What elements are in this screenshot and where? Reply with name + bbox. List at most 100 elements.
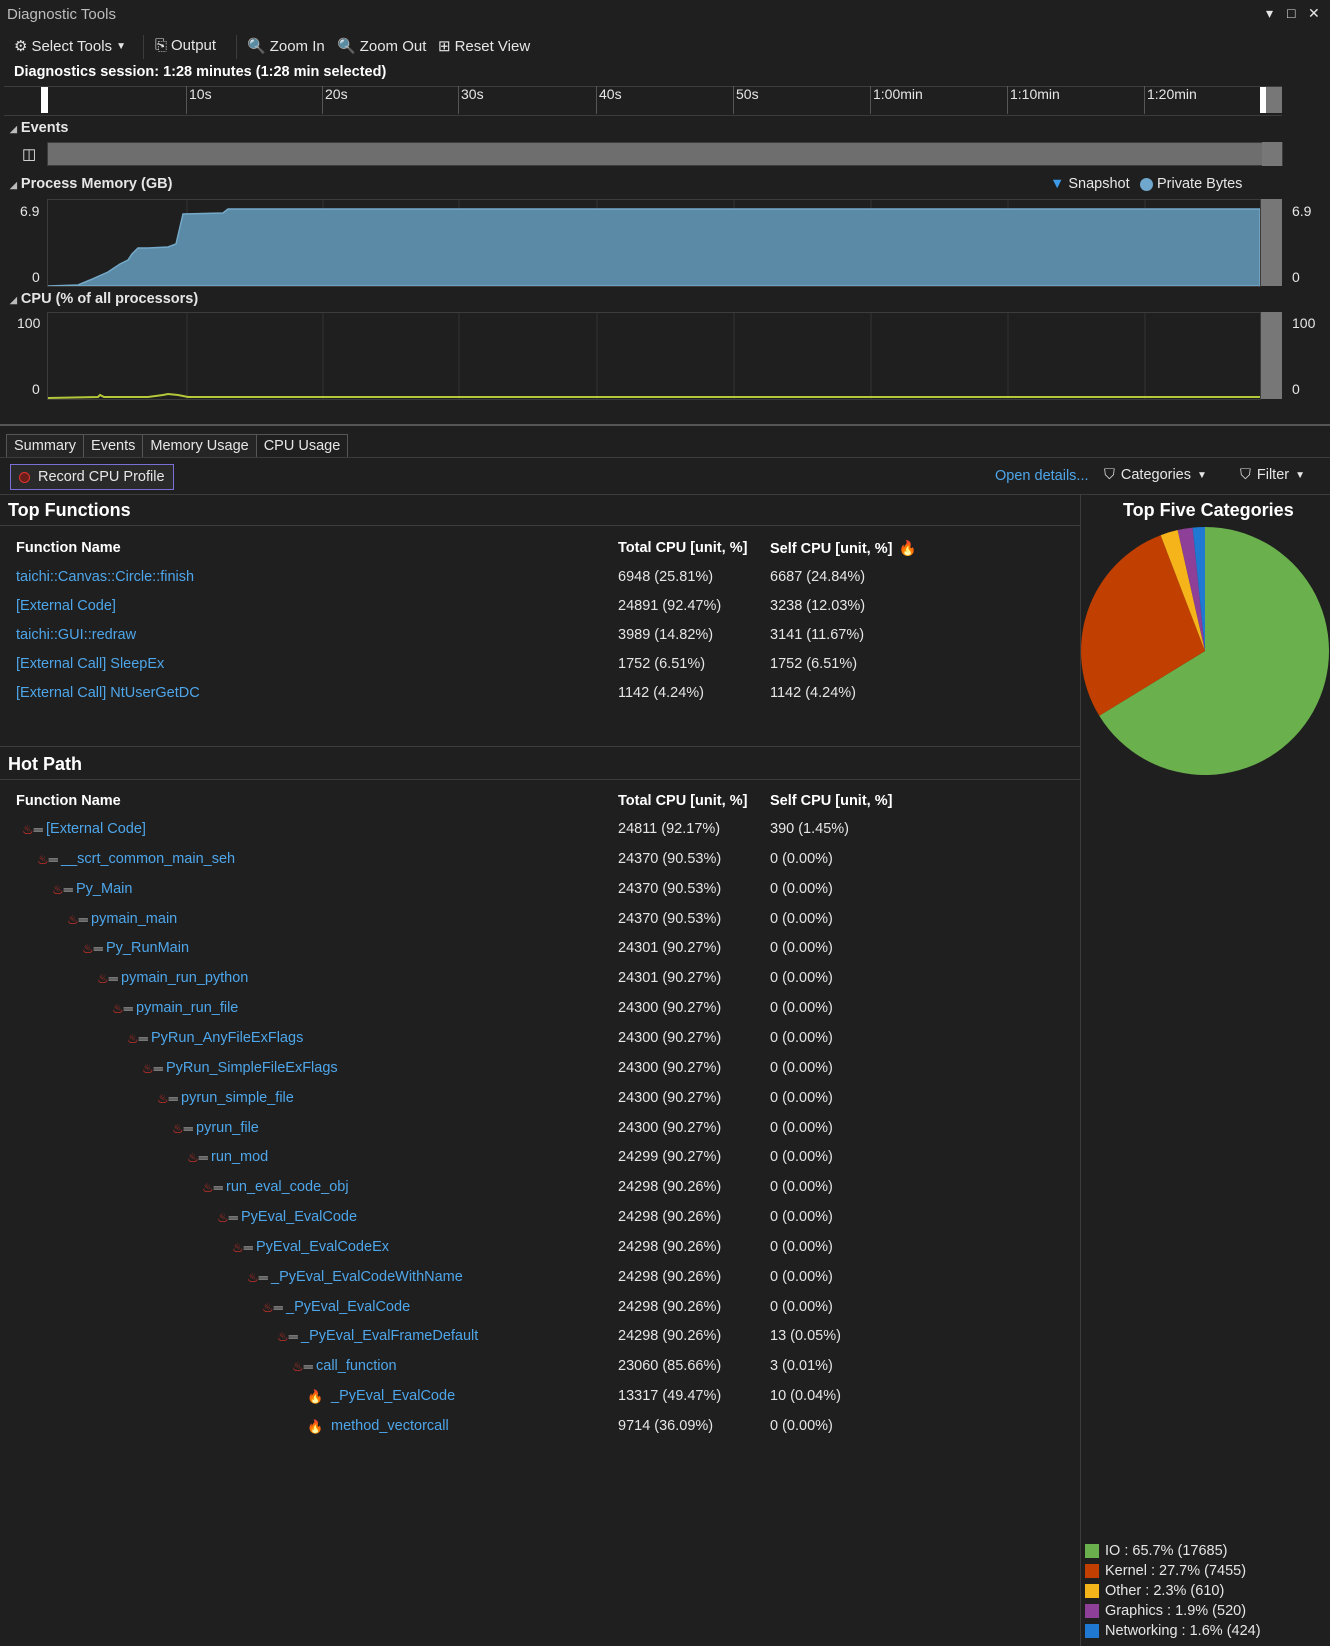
record-cpu-profile-button[interactable]: Record CPU Profile [10, 464, 174, 490]
function-name-link[interactable]: pyrun_simple_file [181, 1089, 294, 1106]
pie-slice[interactable] [1177, 527, 1205, 651]
function-name-link[interactable]: PyRun_SimpleFileExFlags [166, 1059, 338, 1076]
function-name-link[interactable]: Py_RunMain [106, 940, 190, 957]
pie-slice[interactable] [1160, 530, 1205, 651]
table-row[interactable] [0, 817, 1080, 843]
table-row[interactable] [0, 1175, 1080, 1201]
function-name-link[interactable]: call_function [316, 1358, 397, 1375]
self-cpu-cell: 0 (0.00%) [770, 1179, 833, 1196]
tab-events[interactable]: Events [83, 434, 144, 458]
function-name-link[interactable]: _PyEval_EvalCodeWithName [271, 1268, 463, 1285]
table-row[interactable] [0, 594, 1080, 620]
total-cpu-cell: 24300 (90.27%) [618, 1029, 722, 1046]
ruler-scroll-thumb[interactable] [1266, 87, 1282, 113]
tf-header-total[interactable]: Total CPU [unit, %] [618, 540, 748, 556]
selection-start-handle[interactable] [41, 87, 48, 113]
table-row[interactable] [0, 623, 1080, 649]
hot-path-icon: ♨═ [22, 822, 43, 837]
function-name-link[interactable]: taichi::GUI::redraw [16, 627, 137, 643]
function-name-link[interactable]: pymain_run_file [136, 1000, 239, 1017]
memory-section-header[interactable]: ◢ Process Memory (GB) [10, 176, 172, 192]
pie-slice[interactable] [1081, 535, 1205, 716]
table-row[interactable] [0, 1145, 1080, 1171]
table-row[interactable] [0, 1354, 1080, 1380]
total-cpu-cell: 24370 (90.53%) [618, 880, 722, 897]
pie-slice[interactable] [1192, 527, 1205, 651]
table-row[interactable] [0, 1414, 1080, 1440]
hot-path-icon: ♨═ [292, 1359, 313, 1375]
output-button[interactable]: ⎘ Output [155, 37, 216, 54]
total-cpu-cell: 1142 (4.24%) [618, 685, 704, 701]
chevron-down-icon: ▼ [1295, 469, 1306, 481]
window-menu-button[interactable]: ▾ [1266, 5, 1274, 21]
memory-graph[interactable] [47, 199, 1261, 287]
cpu-section-header[interactable]: ◢ CPU (% of all processors) [10, 291, 198, 307]
function-name-link[interactable]: Py_Main [76, 880, 133, 897]
function-name-link[interactable]: run_mod [211, 1149, 269, 1166]
function-name-link[interactable]: pyrun_file [196, 1119, 259, 1136]
selection-end-handle[interactable] [1260, 87, 1266, 113]
tf-header-self[interactable]: Self CPU [unit, %] 🔥 [770, 540, 917, 558]
table-row[interactable] [0, 1384, 1080, 1410]
hp-header-function[interactable]: Function Name [16, 793, 121, 809]
function-name-link[interactable]: [External Code] [46, 821, 146, 837]
table-row[interactable] [0, 1265, 1080, 1291]
table-row[interactable] [0, 1235, 1080, 1261]
tab-memory-usage[interactable]: Memory Usage [142, 434, 257, 458]
record-icon [19, 471, 30, 483]
function-name-link[interactable]: PyEval_EvalCodeEx [256, 1238, 389, 1255]
table-row[interactable] [0, 1116, 1080, 1142]
hot-path-icon: ♨═ [97, 971, 118, 987]
cpu-scroll-thumb[interactable] [1261, 312, 1282, 399]
self-cpu-cell: 0 (0.00%) [770, 1119, 833, 1136]
tab-cpu-usage[interactable]: CPU Usage [255, 434, 349, 458]
timeline-ruler[interactable] [4, 86, 1282, 116]
function-name-link[interactable]: pymain_main [91, 910, 178, 927]
open-details-link[interactable]: Open details... [995, 468, 1089, 484]
function-name-link[interactable]: [External Code] [16, 598, 116, 614]
close-button[interactable]: ✕ [1308, 5, 1320, 21]
function-name-link[interactable]: method_vectorcall [331, 1418, 449, 1434]
ruler-tick [733, 86, 734, 114]
categories-pie-chart[interactable] [1080, 525, 1330, 777]
function-name-link[interactable]: [External Call] NtUserGetDC [16, 685, 200, 701]
cpu-graph[interactable] [47, 312, 1261, 400]
tf-header-function[interactable]: Function Name [16, 540, 121, 556]
table-row[interactable] [0, 877, 1080, 903]
maximize-button[interactable]: □ [1287, 5, 1296, 21]
function-name-link[interactable]: PyRun_AnyFileExFlags [151, 1029, 304, 1046]
categories-dropdown[interactable]: ⛉ Categories ▼ [1104, 467, 1207, 483]
zoom-out-button[interactable]: 🔍 Zoom Out [337, 37, 426, 56]
ruler-tick-label: 1:00min [873, 86, 923, 102]
pie-slice[interactable] [1099, 527, 1329, 775]
events-track[interactable] [47, 142, 1283, 166]
function-name-link[interactable]: _PyEval_EvalFrameDefault [301, 1328, 479, 1345]
table-row[interactable] [0, 1324, 1080, 1350]
legend-item: Graphics : 1.9% (520) [1085, 1601, 1261, 1621]
splitter[interactable] [0, 424, 1330, 426]
hot-path-icon: ♨═ [277, 1329, 298, 1345]
function-name-link[interactable]: __scrt_common_main_seh [61, 850, 236, 867]
zoom-in-button[interactable]: 🔍 Zoom In [247, 37, 325, 56]
tab-summary[interactable]: Summary [6, 434, 85, 458]
hp-header-self[interactable]: Self CPU [unit, %] [770, 793, 893, 809]
function-name-link[interactable]: [External Call] SleepEx [16, 656, 165, 672]
function-name-link[interactable]: taichi::Canvas::Circle::finish [16, 569, 195, 585]
function-name-link[interactable]: PyEval_EvalCode [241, 1209, 358, 1226]
function-name-link[interactable]: pymain_run_python [121, 970, 249, 987]
table-row[interactable] [0, 1295, 1080, 1321]
function-name-link[interactable]: _PyEval_EvalCode [286, 1298, 411, 1315]
reset-view-button[interactable]: ⊞ Reset View [438, 37, 530, 56]
function-name-link[interactable]: run_eval_code_obj [226, 1179, 349, 1196]
select-tools-button[interactable]: ⚙ Select Tools ▼ [14, 37, 126, 56]
collapse-triangle-icon: ◢ [10, 124, 17, 134]
filter-dropdown[interactable]: ⛉ Filter ▼ [1240, 467, 1305, 483]
memory-scroll-thumb[interactable] [1261, 199, 1282, 286]
legend-swatch [1085, 1564, 1099, 1578]
table-row[interactable] [0, 1205, 1080, 1231]
function-name-link[interactable]: _PyEval_EvalCode [331, 1388, 456, 1405]
events-toggle-icon[interactable]: ◫ [22, 146, 37, 163]
events-scroll-thumb[interactable] [1262, 142, 1282, 166]
events-section-header[interactable]: ◢ Events [10, 120, 68, 136]
hp-header-total[interactable]: Total CPU [unit, %] [618, 793, 748, 809]
